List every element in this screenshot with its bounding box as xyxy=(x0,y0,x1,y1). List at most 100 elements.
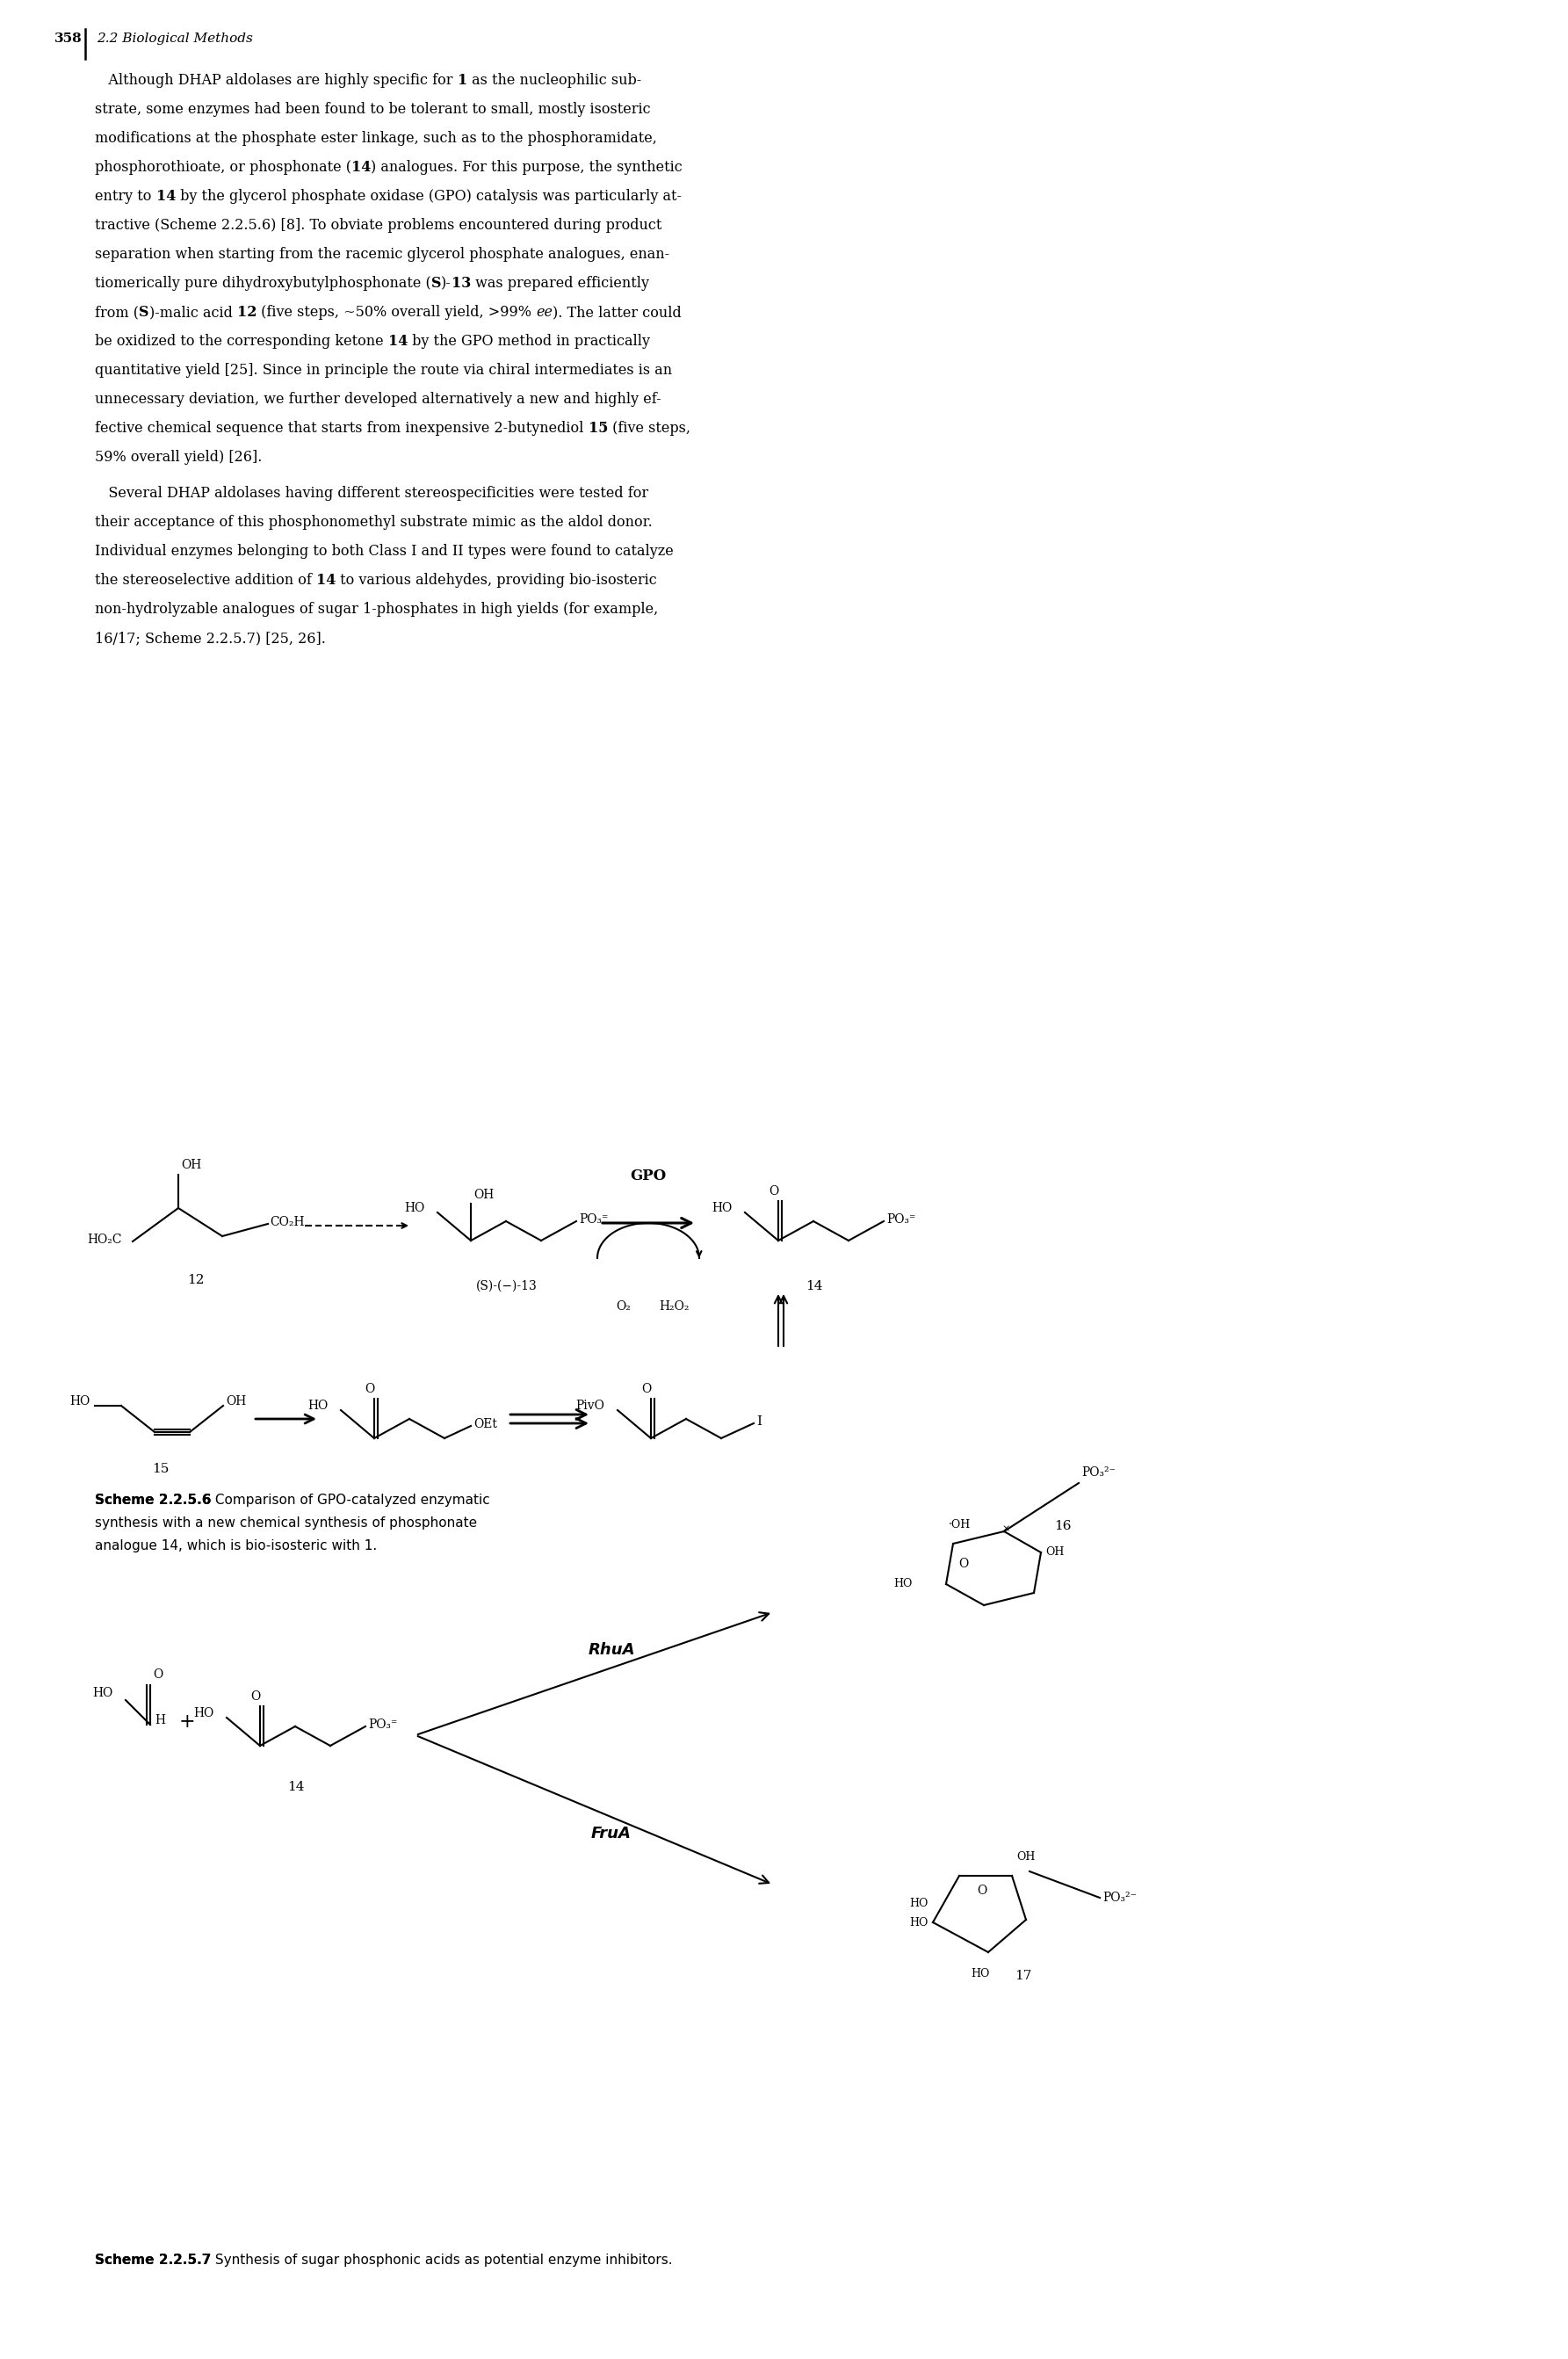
Text: Scheme 2.2.5.7: Scheme 2.2.5.7 xyxy=(96,2253,212,2267)
Text: 15: 15 xyxy=(588,420,608,436)
Text: OEt: OEt xyxy=(474,1418,497,1430)
Text: HO: HO xyxy=(909,1916,928,1927)
Text: )-: )- xyxy=(441,276,452,290)
Text: (S)-(−)-13: (S)-(−)-13 xyxy=(477,1281,538,1293)
Text: HO: HO xyxy=(971,1967,989,1979)
Text: as the nucleophilic sub-: as the nucleophilic sub- xyxy=(467,73,641,87)
Text: by the glycerol phosphate oxidase (GPO) catalysis was particularly at-: by the glycerol phosphate oxidase (GPO) … xyxy=(176,189,682,203)
Text: Although DHAP aldolases are highly specific for: Although DHAP aldolases are highly speci… xyxy=(96,73,458,87)
Text: HO: HO xyxy=(405,1201,425,1215)
Text: PO₃²⁻: PO₃²⁻ xyxy=(1102,1892,1137,1904)
Text: 1: 1 xyxy=(458,73,467,87)
Text: 15: 15 xyxy=(152,1463,169,1474)
Text: )-malic acid: )-malic acid xyxy=(149,304,237,321)
Text: Comparison of GPO-catalyzed enzymatic: Comparison of GPO-catalyzed enzymatic xyxy=(212,1493,491,1507)
Text: PO₃⁼: PO₃⁼ xyxy=(886,1213,916,1227)
Text: 14: 14 xyxy=(387,335,408,349)
Text: modifications at the phosphate ester linkage, such as to the phosphoramidate,: modifications at the phosphate ester lin… xyxy=(96,130,657,146)
Text: O₂: O₂ xyxy=(616,1300,630,1312)
Text: 14: 14 xyxy=(317,573,336,587)
Text: the stereoselective addition of: the stereoselective addition of xyxy=(96,573,317,587)
Text: OH: OH xyxy=(226,1394,246,1408)
Text: RhuA: RhuA xyxy=(588,1642,635,1658)
Text: 12: 12 xyxy=(237,304,257,321)
Text: 16/17; Scheme 2.2.5.7) [25, 26].: 16/17; Scheme 2.2.5.7) [25, 26]. xyxy=(96,630,326,646)
Text: 2.2 Biological Methods: 2.2 Biological Methods xyxy=(97,33,252,45)
Text: O: O xyxy=(152,1668,163,1680)
Text: HO₂C: HO₂C xyxy=(86,1234,122,1246)
Text: OH: OH xyxy=(1046,1548,1065,1559)
Text: PO₃⁼: PO₃⁼ xyxy=(579,1213,608,1227)
Text: 14: 14 xyxy=(806,1281,823,1293)
Text: fective chemical sequence that starts from inexpensive 2-butynediol: fective chemical sequence that starts fr… xyxy=(96,420,588,436)
Text: to various aldehydes, providing bio-isosteric: to various aldehydes, providing bio-isos… xyxy=(336,573,657,587)
Text: HO: HO xyxy=(909,1897,928,1908)
Text: O: O xyxy=(641,1382,651,1394)
Text: 14: 14 xyxy=(155,189,176,203)
Text: HO: HO xyxy=(307,1399,328,1413)
Text: OH: OH xyxy=(1016,1852,1035,1864)
Text: H₂O₂: H₂O₂ xyxy=(660,1300,690,1312)
Text: PivO: PivO xyxy=(575,1399,604,1413)
Text: be oxidized to the corresponding ketone: be oxidized to the corresponding ketone xyxy=(96,335,387,349)
Text: 16: 16 xyxy=(1054,1519,1071,1533)
Text: Several DHAP aldolases having different stereospecificities were tested for: Several DHAP aldolases having different … xyxy=(96,486,649,500)
Text: analogue 14, which is bio-isosteric with 1.: analogue 14, which is bio-isosteric with… xyxy=(96,1540,376,1552)
Text: from (: from ( xyxy=(96,304,140,321)
Text: S: S xyxy=(140,304,149,321)
Text: 17: 17 xyxy=(1014,1970,1032,1982)
Text: 358: 358 xyxy=(55,33,83,45)
Text: HO: HO xyxy=(71,1394,91,1408)
Text: 12: 12 xyxy=(187,1274,204,1286)
Text: O: O xyxy=(251,1691,260,1703)
Text: HO: HO xyxy=(712,1201,732,1215)
Text: ×: × xyxy=(1002,1524,1010,1533)
Text: O: O xyxy=(958,1557,969,1571)
Text: O: O xyxy=(768,1184,779,1198)
Text: 13: 13 xyxy=(452,276,470,290)
Text: by the GPO method in practically: by the GPO method in practically xyxy=(408,335,651,349)
Text: CO₂H: CO₂H xyxy=(270,1215,304,1229)
Text: FruA: FruA xyxy=(591,1826,632,1842)
Text: strate, some enzymes had been found to be tolerant to small, mostly isosteric: strate, some enzymes had been found to b… xyxy=(96,101,651,118)
Text: OH: OH xyxy=(180,1158,201,1170)
Text: quantitative yield [25]. Since in principle the route via chiral intermediates i: quantitative yield [25]. Since in princi… xyxy=(96,363,673,377)
Text: OH: OH xyxy=(474,1189,494,1201)
Text: GPO: GPO xyxy=(630,1168,666,1184)
Text: O: O xyxy=(365,1382,375,1394)
Text: (five steps, ~50% overall yield, >99%: (five steps, ~50% overall yield, >99% xyxy=(257,304,536,321)
Text: HO: HO xyxy=(93,1687,113,1698)
Text: was prepared efficiently: was prepared efficiently xyxy=(470,276,649,290)
Text: ). The latter could: ). The latter could xyxy=(552,304,682,321)
Text: tractive (Scheme 2.2.5.6) [8]. To obviate problems encountered during product: tractive (Scheme 2.2.5.6) [8]. To obviat… xyxy=(96,217,662,234)
Text: 14: 14 xyxy=(287,1781,304,1793)
Text: HO: HO xyxy=(193,1708,213,1720)
Text: Scheme 2.2.5.6: Scheme 2.2.5.6 xyxy=(96,1493,212,1507)
Text: PO₃²⁻: PO₃²⁻ xyxy=(1082,1467,1115,1479)
Text: H: H xyxy=(155,1715,165,1727)
Text: O: O xyxy=(977,1885,986,1897)
Text: HO: HO xyxy=(894,1578,913,1590)
Text: unnecessary deviation, we further developed alternatively a new and highly ef-: unnecessary deviation, we further develo… xyxy=(96,392,662,406)
Text: phosphorothioate, or phosphonate (: phosphorothioate, or phosphonate ( xyxy=(96,160,351,175)
Text: ee: ee xyxy=(536,304,552,321)
Text: +: + xyxy=(179,1713,196,1732)
Text: 14: 14 xyxy=(351,160,372,175)
Text: synthesis with a new chemical synthesis of phosphonate: synthesis with a new chemical synthesis … xyxy=(96,1517,477,1529)
Text: (five steps,: (five steps, xyxy=(608,420,690,436)
Text: non-hydrolyzable analogues of sugar 1-phosphates in high yields (for example,: non-hydrolyzable analogues of sugar 1-ph… xyxy=(96,602,659,616)
Text: entry to: entry to xyxy=(96,189,155,203)
Text: Individual enzymes belonging to both Class I and II types were found to catalyze: Individual enzymes belonging to both Cla… xyxy=(96,545,674,559)
Text: their acceptance of this phosphonomethyl substrate mimic as the aldol donor.: their acceptance of this phosphonomethyl… xyxy=(96,514,652,531)
Text: I: I xyxy=(756,1415,762,1427)
Text: S: S xyxy=(431,276,441,290)
Text: separation when starting from the racemic glycerol phosphate analogues, enan-: separation when starting from the racemi… xyxy=(96,248,670,262)
Text: Synthesis of sugar phosphonic acids as potential enzyme inhibitors.: Synthesis of sugar phosphonic acids as p… xyxy=(212,2253,673,2267)
Text: Scheme 2.2.5.7: Scheme 2.2.5.7 xyxy=(96,2253,212,2267)
Text: Scheme 2.2.5.6: Scheme 2.2.5.6 xyxy=(96,1493,212,1507)
Text: PO₃⁼: PO₃⁼ xyxy=(368,1717,397,1732)
Text: 59% overall yield) [26].: 59% overall yield) [26]. xyxy=(96,451,262,465)
Text: tiomerically pure dihydroxybutylphosphonate (: tiomerically pure dihydroxybutylphosphon… xyxy=(96,276,431,290)
Text: ) analogues. For this purpose, the synthetic: ) analogues. For this purpose, the synth… xyxy=(372,160,682,175)
Text: ·OH: ·OH xyxy=(949,1519,971,1531)
